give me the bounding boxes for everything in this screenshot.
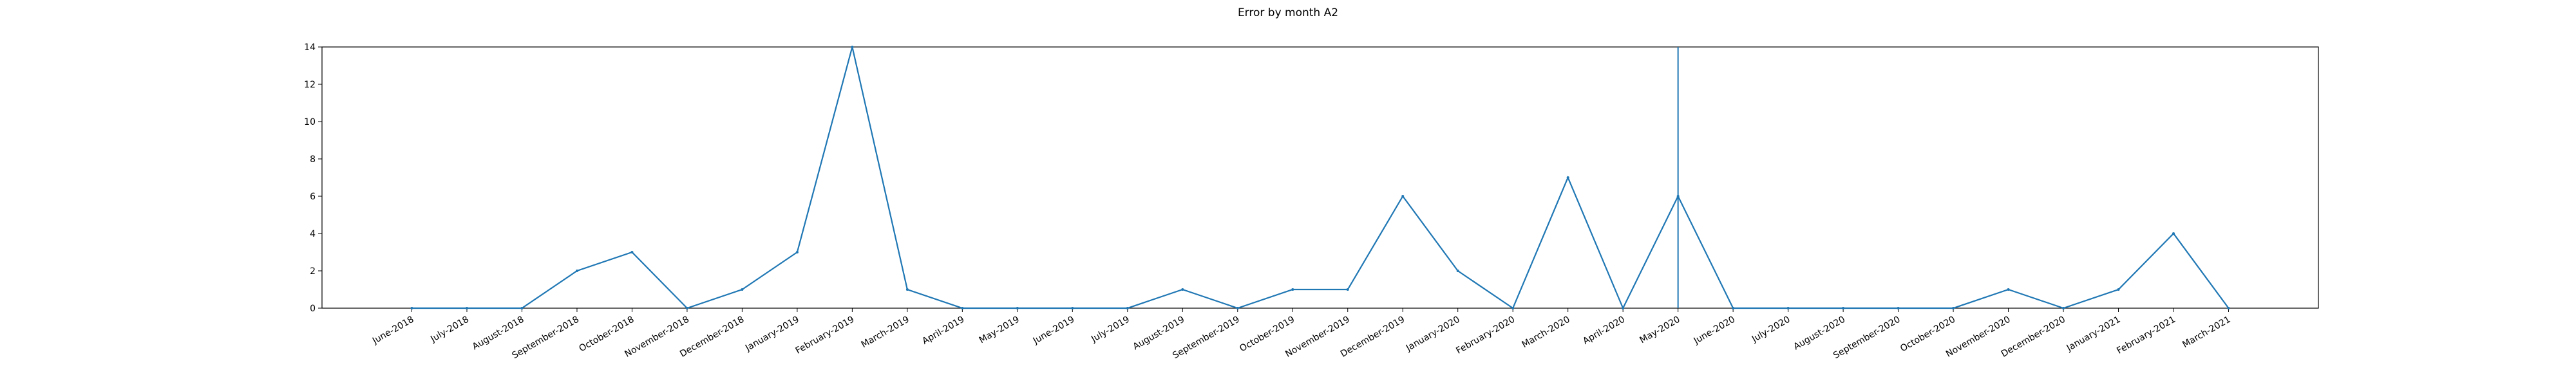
x-tick-label: June-2020 bbox=[1692, 315, 1738, 347]
data-point bbox=[2172, 232, 2175, 235]
x-tick-label: February-2019 bbox=[794, 315, 857, 356]
data-point bbox=[1952, 307, 1955, 309]
data-point bbox=[465, 307, 468, 309]
data-point bbox=[1346, 288, 1349, 291]
data-point bbox=[1401, 195, 1405, 198]
data-point bbox=[685, 307, 688, 309]
data-point bbox=[2117, 288, 2120, 291]
y-tick-label: 12 bbox=[304, 80, 316, 90]
data-point bbox=[1071, 307, 1074, 309]
plot-frame bbox=[321, 46, 2319, 309]
series-line bbox=[412, 46, 2230, 310]
data-point bbox=[1897, 307, 1900, 309]
y-tick-label: 2 bbox=[310, 266, 316, 277]
data-point bbox=[1236, 307, 1239, 309]
data-point bbox=[410, 307, 413, 309]
data-point bbox=[1511, 307, 1515, 309]
x-tick-label: August-2019 bbox=[1132, 315, 1187, 353]
y-tick-label: 4 bbox=[310, 229, 316, 239]
x-tick-label: June-2018 bbox=[370, 315, 416, 347]
x-tick-label: August-2020 bbox=[1792, 315, 1847, 353]
x-tick-label: July-2018 bbox=[428, 315, 471, 345]
x-tick-label: July-2019 bbox=[1089, 315, 1132, 345]
data-point bbox=[1291, 288, 1294, 291]
data-point bbox=[1786, 307, 1790, 309]
x-tick-label: August-2018 bbox=[471, 315, 526, 353]
x-tick-label: July-2020 bbox=[1750, 315, 1792, 345]
chart-title: Error by month A2 bbox=[1238, 6, 1338, 19]
x-tick-label: March-2021 bbox=[2181, 315, 2232, 351]
y-tick-label: 0 bbox=[310, 304, 316, 314]
data-point bbox=[520, 307, 524, 309]
x-tick-label: June-2019 bbox=[1031, 315, 1077, 347]
data-point bbox=[2227, 307, 2230, 309]
data-point bbox=[1181, 288, 1184, 291]
x-tick-label: January-2019 bbox=[743, 315, 801, 354]
x-tick-label: February-2021 bbox=[2115, 315, 2177, 356]
data-point bbox=[795, 251, 799, 253]
data-point bbox=[961, 307, 964, 309]
y-tick-label: 10 bbox=[304, 117, 316, 127]
x-tick-label: February-2020 bbox=[1454, 315, 1517, 356]
y-tick-label: 6 bbox=[310, 192, 316, 202]
data-point bbox=[2007, 288, 2010, 291]
data-point bbox=[1676, 195, 1680, 198]
data-point bbox=[630, 251, 634, 253]
data-point bbox=[1016, 307, 1019, 309]
x-tick-label: March-2020 bbox=[1520, 315, 1571, 351]
data-point bbox=[741, 288, 744, 291]
data-point bbox=[1456, 270, 1459, 272]
x-tick-label: April-2020 bbox=[1581, 315, 1627, 347]
y-tick-label: 8 bbox=[310, 154, 316, 165]
data-point bbox=[1842, 307, 1845, 309]
y-tick-label: 14 bbox=[304, 42, 316, 53]
x-tick-label: April-2019 bbox=[920, 315, 966, 347]
data-point bbox=[2062, 307, 2065, 309]
data-point bbox=[1622, 307, 1625, 309]
data-point bbox=[1566, 176, 1569, 179]
x-tick-label: January-2021 bbox=[2065, 315, 2123, 354]
data-point bbox=[575, 270, 578, 272]
data-point bbox=[1126, 307, 1129, 309]
x-tick-label: January-2020 bbox=[1404, 315, 1462, 354]
data-point bbox=[905, 288, 909, 291]
x-tick-label: May-2019 bbox=[978, 315, 1021, 346]
x-tick-label: March-2019 bbox=[860, 315, 911, 351]
data-point bbox=[851, 46, 854, 48]
data-point bbox=[1732, 307, 1735, 309]
x-tick-label: May-2020 bbox=[1638, 315, 1682, 346]
